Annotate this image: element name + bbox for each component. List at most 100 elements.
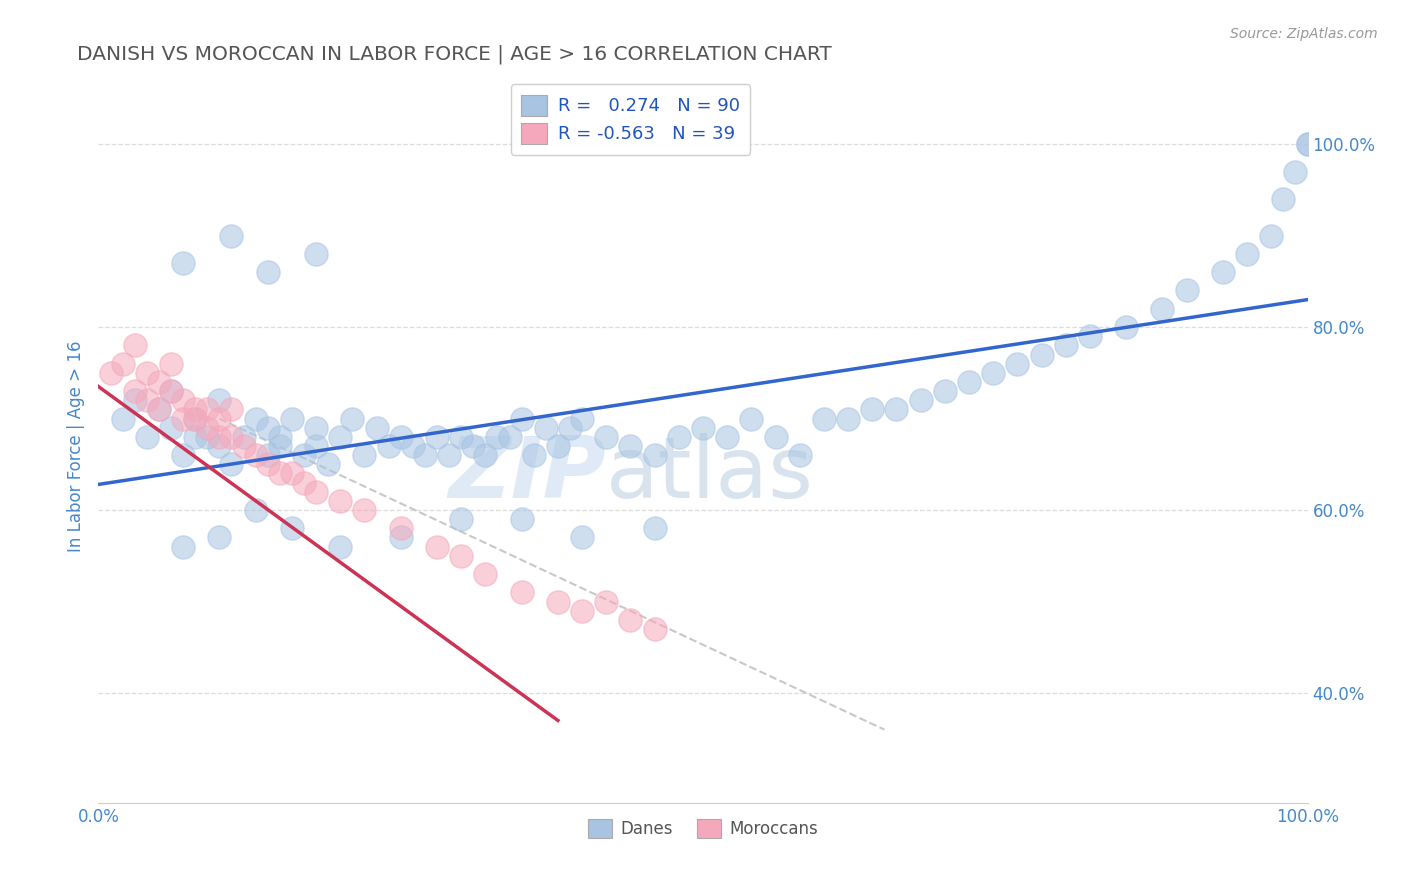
Point [910, 393, 932, 408]
Point [1236, 247, 1258, 261]
Point [934, 384, 956, 398]
Point [1115, 320, 1137, 334]
Point [160, 357, 183, 371]
Point [172, 411, 194, 425]
Point [135, 393, 157, 408]
Point [619, 439, 641, 453]
Point [195, 420, 218, 434]
Point [292, 448, 315, 462]
Point [692, 420, 714, 434]
Point [571, 411, 593, 425]
Point [437, 448, 460, 462]
Point [184, 430, 207, 444]
Point [160, 420, 183, 434]
Point [450, 512, 472, 526]
Point [644, 622, 666, 636]
Point [1152, 301, 1174, 316]
Point [269, 439, 291, 453]
Point [221, 402, 243, 417]
Point [1007, 357, 1029, 371]
Point [389, 430, 412, 444]
Point [208, 393, 231, 408]
Point [305, 420, 328, 434]
Point [1054, 338, 1077, 352]
Point [571, 531, 593, 545]
Point [195, 402, 218, 417]
Point [668, 430, 690, 444]
Point [256, 448, 278, 462]
Point [377, 439, 399, 453]
Point [232, 430, 254, 444]
Point [886, 402, 908, 417]
Point [172, 540, 194, 554]
Point [1260, 228, 1282, 243]
Point [232, 439, 254, 453]
Point [245, 411, 267, 425]
Point [860, 402, 883, 417]
Point [463, 439, 485, 453]
Point [305, 247, 328, 261]
Point [135, 430, 157, 444]
Point [208, 439, 231, 453]
Point [208, 430, 231, 444]
Point [245, 503, 267, 517]
Point [148, 402, 170, 417]
Point [195, 430, 218, 444]
Point [595, 594, 617, 608]
Point [160, 384, 183, 398]
Point [450, 549, 472, 563]
Point [305, 439, 328, 453]
Point [1296, 137, 1319, 152]
Point [740, 411, 762, 425]
Point [510, 411, 533, 425]
Point [523, 448, 546, 462]
Point [342, 411, 364, 425]
Point [172, 393, 194, 408]
Text: DANISH VS MOROCCAN IN LABOR FORCE | AGE > 16 CORRELATION CHART: DANISH VS MOROCCAN IN LABOR FORCE | AGE … [77, 45, 832, 64]
Point [316, 458, 339, 472]
Point [269, 430, 291, 444]
Point [1078, 329, 1101, 343]
Point [281, 521, 304, 535]
Point [111, 411, 134, 425]
Point [981, 366, 1004, 380]
Point [172, 256, 194, 270]
Point [510, 512, 533, 526]
Point [402, 439, 425, 453]
Point [305, 484, 328, 499]
Point [498, 430, 520, 444]
Text: atlas: atlas [606, 433, 814, 516]
Point [716, 430, 738, 444]
Point [221, 228, 243, 243]
Point [450, 430, 472, 444]
Point [329, 494, 352, 508]
Point [148, 375, 170, 389]
Point [510, 585, 533, 599]
Point [486, 430, 509, 444]
Point [837, 411, 859, 425]
Point [426, 540, 449, 554]
Point [389, 531, 412, 545]
Point [269, 467, 291, 481]
Point [366, 420, 388, 434]
Point [765, 430, 787, 444]
Legend: Danes, Moroccans: Danes, Moroccans [582, 812, 824, 845]
Point [184, 411, 207, 425]
Point [353, 448, 375, 462]
Point [135, 366, 157, 380]
Point [221, 458, 243, 472]
Point [957, 375, 980, 389]
Point [281, 411, 304, 425]
Point [245, 448, 267, 462]
Point [595, 430, 617, 444]
Point [389, 521, 412, 535]
Point [124, 384, 146, 398]
Point [1296, 137, 1319, 152]
Point [813, 411, 835, 425]
Point [1272, 192, 1295, 206]
Point [547, 439, 569, 453]
Point [1175, 284, 1198, 298]
Point [184, 411, 207, 425]
Point [124, 338, 146, 352]
Point [474, 448, 496, 462]
